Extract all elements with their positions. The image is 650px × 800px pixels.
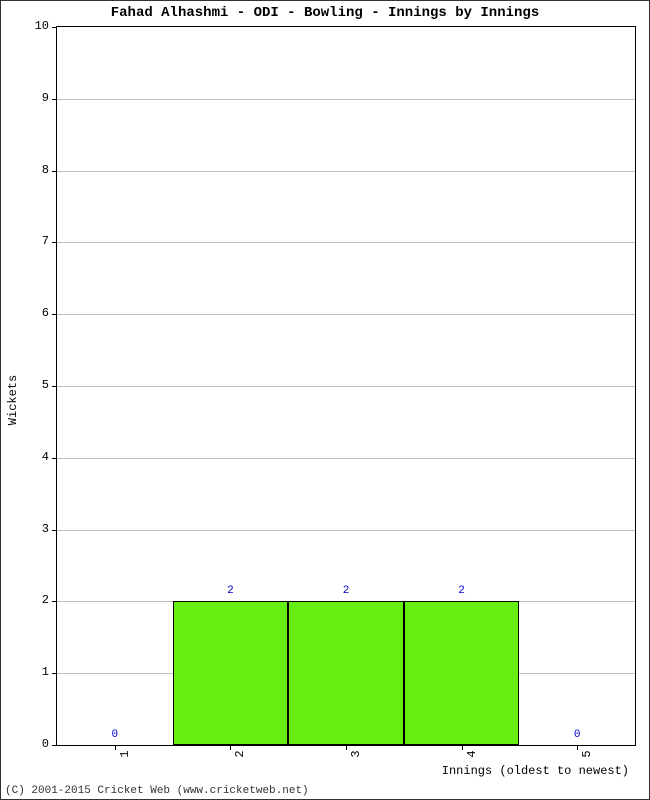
bar-value-label: 0 (111, 729, 118, 741)
y-tick-label: 6 (19, 306, 49, 320)
bar (288, 601, 404, 745)
bar (173, 601, 289, 745)
y-tick-mark (52, 314, 57, 315)
gridline (57, 171, 635, 172)
x-tick-label: 5 (580, 750, 594, 757)
y-tick-label: 7 (19, 234, 49, 248)
gridline (57, 386, 635, 387)
y-tick-label: 5 (19, 378, 49, 392)
y-tick-mark (52, 27, 57, 28)
y-tick-label: 9 (19, 91, 49, 105)
x-tick-label: 1 (118, 750, 132, 757)
x-tick-mark (115, 745, 116, 750)
gridline (57, 242, 635, 243)
y-tick-label: 2 (19, 593, 49, 607)
y-tick-label: 0 (19, 737, 49, 751)
bar-value-label: 0 (574, 729, 581, 741)
y-tick-label: 3 (19, 522, 49, 536)
chart-container: Fahad Alhashmi - ODI - Bowling - Innings… (0, 0, 650, 800)
x-tick-label: 2 (233, 750, 247, 757)
y-tick-label: 1 (19, 665, 49, 679)
y-tick-label: 4 (19, 450, 49, 464)
gridline (57, 530, 635, 531)
bar (404, 601, 520, 745)
chart-title: Fahad Alhashmi - ODI - Bowling - Innings… (1, 5, 649, 21)
x-tick-mark (577, 745, 578, 750)
y-tick-mark (52, 673, 57, 674)
y-tick-mark (52, 745, 57, 746)
y-tick-mark (52, 386, 57, 387)
bar-value-label: 2 (343, 585, 350, 597)
x-tick-label: 4 (465, 750, 479, 757)
bar-value-label: 2 (227, 585, 234, 597)
copyright-text: (C) 2001-2015 Cricket Web (www.cricketwe… (5, 785, 309, 797)
gridline (57, 314, 635, 315)
y-tick-mark (52, 601, 57, 602)
y-tick-mark (52, 171, 57, 172)
x-tick-label: 3 (349, 750, 363, 757)
gridline (57, 99, 635, 100)
y-tick-label: 8 (19, 163, 49, 177)
x-tick-mark (462, 745, 463, 750)
x-tick-mark (230, 745, 231, 750)
plot-area: 0 2 2 2 0 (56, 26, 636, 746)
gridline (57, 458, 635, 459)
x-axis-label: Innings (oldest to newest) (442, 764, 629, 778)
y-tick-mark (52, 530, 57, 531)
bar-value-label: 2 (458, 585, 465, 597)
y-tick-mark (52, 99, 57, 100)
x-tick-mark (346, 745, 347, 750)
y-tick-mark (52, 458, 57, 459)
y-tick-mark (52, 242, 57, 243)
y-tick-label: 10 (19, 19, 49, 33)
y-axis-label: Wickets (6, 375, 20, 425)
